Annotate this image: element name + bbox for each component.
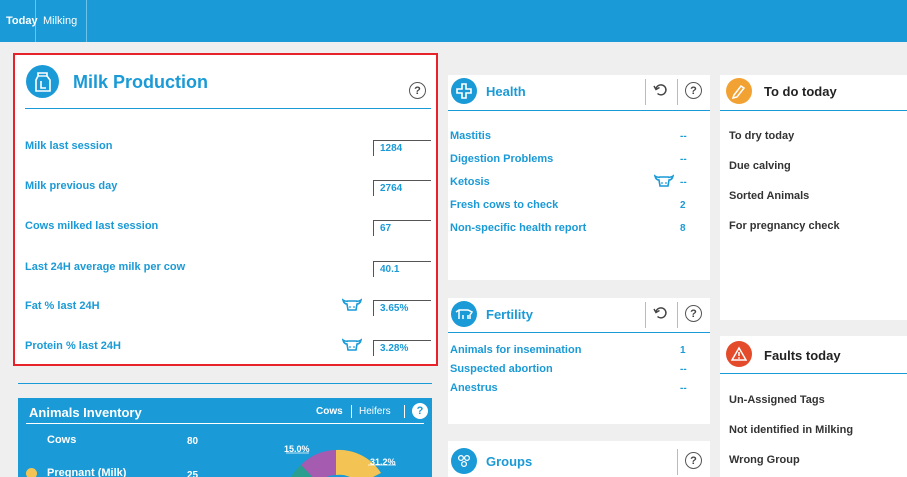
fertility-value-abortion: --	[680, 364, 687, 375]
tab-separator	[404, 405, 405, 418]
inventory-pregnant-label: Pregnant (Milk)	[47, 467, 127, 477]
fault-item-unassigned-tags[interactable]: Un-Assigned Tags	[729, 394, 825, 406]
tab-today[interactable]: Today	[0, 0, 38, 42]
groups-help-icon[interactable]: ?	[685, 452, 702, 469]
todo-item-dry[interactable]: To dry today	[729, 130, 795, 142]
inventory-title: Animals Inventory	[29, 405, 142, 420]
inventory-donut-chart	[286, 449, 396, 477]
faults-title: Faults today	[764, 348, 841, 363]
animals-inventory-card: Animals Inventory Cows Heifers ? Cows 80…	[18, 398, 432, 477]
faults-card: Faults today Un-Assigned Tags Not identi…	[720, 336, 907, 477]
protein-percent-value: 3.28%	[373, 340, 431, 356]
inventory-top-line	[18, 383, 432, 384]
health-item-mastitis[interactable]: Mastitis	[450, 130, 491, 142]
fertility-value-insemination: 1	[680, 345, 686, 356]
header-separator	[677, 302, 678, 328]
fertility-help-icon[interactable]: ?	[685, 305, 702, 322]
header-separator	[677, 449, 678, 475]
inventory-tab-cows[interactable]: Cows	[316, 406, 343, 417]
cows-milked-last-session-label: Cows milked last session	[25, 220, 159, 232]
health-item-ketosis[interactable]: Ketosis	[450, 176, 490, 188]
inventory-cows-label: Cows	[47, 434, 77, 446]
cow-head-icon	[342, 338, 362, 351]
cow-head-icon	[342, 298, 362, 311]
inventory-tab-heifers[interactable]: Heifers	[359, 406, 391, 417]
milk-last-session-value: 1284	[373, 140, 431, 156]
fertility-value-anestrus: --	[680, 383, 687, 394]
health-title: Health	[486, 84, 526, 99]
pie-slice-purple[interactable]	[301, 450, 336, 477]
tab-milking[interactable]: Milking	[37, 0, 87, 42]
fat-percent-value: 3.65%	[373, 300, 431, 316]
milk-previous-day-value: 2764	[373, 180, 431, 196]
milk-production-help-icon[interactable]: ?	[409, 82, 426, 99]
average-milk-per-cow-label: Last 24H average milk per cow	[25, 261, 186, 273]
fertility-card: Fertility ? Animals for insemination 1 S…	[448, 298, 710, 424]
protein-percent-label: Protein % last 24H	[25, 340, 121, 352]
cow-icon	[451, 301, 477, 327]
fertility-divider	[448, 332, 710, 333]
refresh-icon[interactable]	[653, 82, 669, 98]
cows-milked-last-session-value: 67	[373, 220, 431, 236]
fat-percent-label: Fat % last 24H	[25, 300, 100, 312]
health-card: Health ? Mastitis -- Digestion Problems …	[448, 75, 710, 280]
fault-item-wrong-group[interactable]: Wrong Group	[729, 454, 800, 466]
header-separator	[645, 302, 646, 328]
pie-slice-teal[interactable]	[288, 465, 318, 477]
health-item-digestion[interactable]: Digestion Problems	[450, 153, 554, 165]
milk-production-title: Milk Production	[73, 72, 208, 92]
groups-title: Groups	[486, 454, 533, 469]
inventory-help-icon[interactable]: ?	[412, 403, 428, 419]
milk-previous-day-label: Milk previous day	[25, 180, 118, 192]
inventory-divider	[26, 423, 424, 424]
health-item-fresh-cows[interactable]: Fresh cows to check	[450, 199, 559, 211]
milk-carton-icon	[26, 65, 59, 98]
health-value-mastitis: --	[680, 131, 687, 142]
groups-icon	[451, 448, 477, 474]
milk-last-session-label: Milk last session	[25, 140, 113, 152]
refresh-icon[interactable]	[653, 305, 669, 321]
todo-title: To do today	[764, 84, 837, 99]
milk-production-divider	[25, 108, 431, 109]
clipboard-icon	[726, 78, 752, 104]
pie-label-purple: 15.0%	[284, 444, 310, 454]
fault-item-not-identified[interactable]: Not identified in Milking	[729, 424, 854, 436]
pie-label-yellow: 31.2%	[370, 457, 396, 467]
todo-item-calving[interactable]: Due calving	[729, 160, 791, 172]
fertility-title: Fertility	[486, 307, 533, 322]
warning-icon	[726, 341, 752, 367]
inventory-pregnant-value: 25	[187, 470, 199, 477]
todo-item-pregnancy[interactable]: For pregnancy check	[729, 220, 840, 232]
todo-divider	[720, 110, 907, 111]
fertility-item-abortion[interactable]: Suspected abortion	[450, 363, 553, 375]
header-separator	[645, 79, 646, 105]
fertility-item-anestrus[interactable]: Anestrus	[450, 382, 498, 394]
top-bar: Today Milking	[0, 0, 907, 42]
health-cross-icon	[451, 78, 477, 104]
groups-card: Groups ?	[448, 441, 710, 477]
health-divider	[448, 110, 710, 111]
inventory-cows-value: 80	[187, 436, 199, 447]
fertility-item-insemination[interactable]: Animals for insemination	[450, 344, 582, 356]
health-value-ketosis: --	[680, 177, 687, 188]
tab-separator	[351, 405, 352, 418]
average-milk-per-cow-value: 40.1	[373, 261, 431, 277]
legend-swatch-pregnant	[26, 468, 37, 477]
health-value-digestion: --	[680, 154, 687, 165]
faults-divider	[720, 373, 907, 374]
todo-item-sorted[interactable]: Sorted Animals	[729, 190, 810, 202]
health-item-non-specific[interactable]: Non-specific health report	[450, 222, 587, 234]
health-value-fresh-cows: 2	[680, 200, 686, 211]
todo-card: To do today To dry today Due calving Sor…	[720, 75, 907, 320]
milk-production-card: Milk Production ? Milk last session 1284…	[13, 53, 438, 366]
health-value-non-specific: 8	[680, 223, 686, 234]
cow-head-icon	[654, 174, 674, 187]
pie-slice-yellow[interactable]	[336, 449, 381, 477]
health-help-icon[interactable]: ?	[685, 82, 702, 99]
header-separator	[677, 79, 678, 105]
